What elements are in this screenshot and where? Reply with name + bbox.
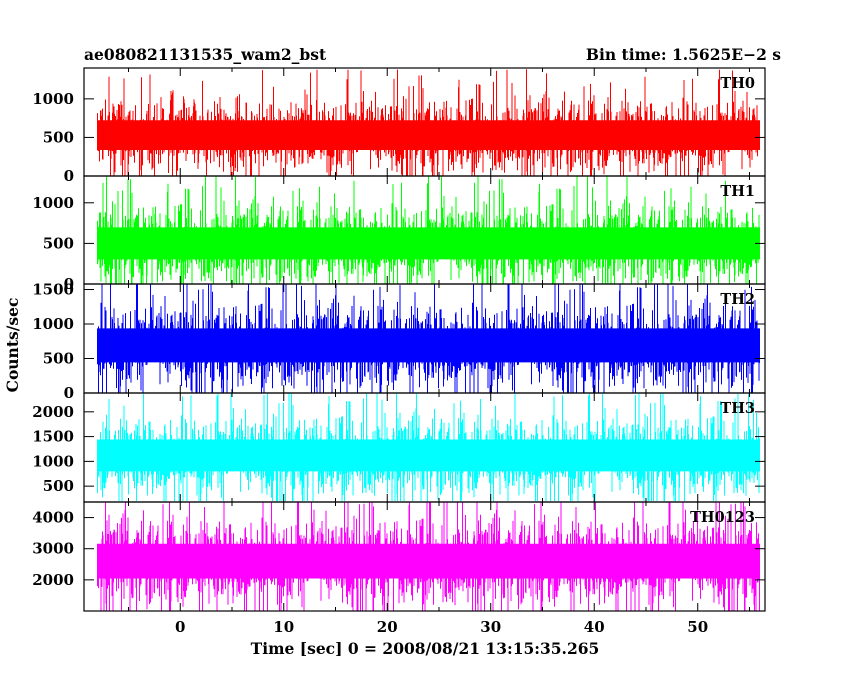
chart-title: ae080821131535_wam2_bst [84,45,327,64]
y-tick-label: 1500 [32,281,74,299]
y-tick-label: 4000 [32,509,74,527]
y-tick-label: 0 [64,167,74,185]
x-tick-label: 0 [175,618,185,636]
panel-label-th0: TH0 [720,75,755,92]
panel-label-th3: TH3 [720,400,755,417]
y-tick-label: 1000 [32,315,74,333]
series-th0123-line [97,502,760,611]
panel-label-th0123: TH0123 [690,509,755,526]
x-tick-label: 10 [273,618,294,636]
y-tick-label: 1000 [32,194,74,212]
panel-label-th2: TH2 [720,291,755,308]
x-tick-label: 40 [584,618,605,636]
y-tick-label: 500 [43,234,74,252]
y-tick-label: 0 [64,275,74,293]
series-th2-line [97,284,760,393]
y-axis-label: Counts/sec [3,298,22,393]
x-tick-label: 30 [480,618,501,636]
series-th1-line [97,176,760,284]
y-tick-label: 1000 [32,90,74,108]
y-tick-label: 2000 [32,571,74,589]
y-tick-label: 500 [43,350,74,368]
y-tick-label: 500 [43,477,74,495]
panel-frame-th0123 [83,501,766,612]
y-tick-label: 1500 [32,428,74,446]
panels-group: 05001000TH005001000TH1050010001500TH2500… [32,67,766,636]
x-tick-label: 20 [377,618,398,636]
y-tick-label: 500 [43,128,74,146]
x-tick-label: 50 [687,618,708,636]
y-tick-label: 1000 [32,452,74,470]
panel-label-th1: TH1 [720,183,755,200]
y-tick-label: 2000 [32,403,74,421]
series-th0-line [97,69,760,176]
y-tick-label: 3000 [32,540,74,558]
y-tick-label: 0 [64,384,74,402]
x-axis-label: Time [sec] 0 = 2008/08/21 13:15:35.265 [251,639,600,658]
series-th3-line [97,393,760,501]
bin-time-label: Bin time: 1.5625E−2 s [586,45,781,64]
